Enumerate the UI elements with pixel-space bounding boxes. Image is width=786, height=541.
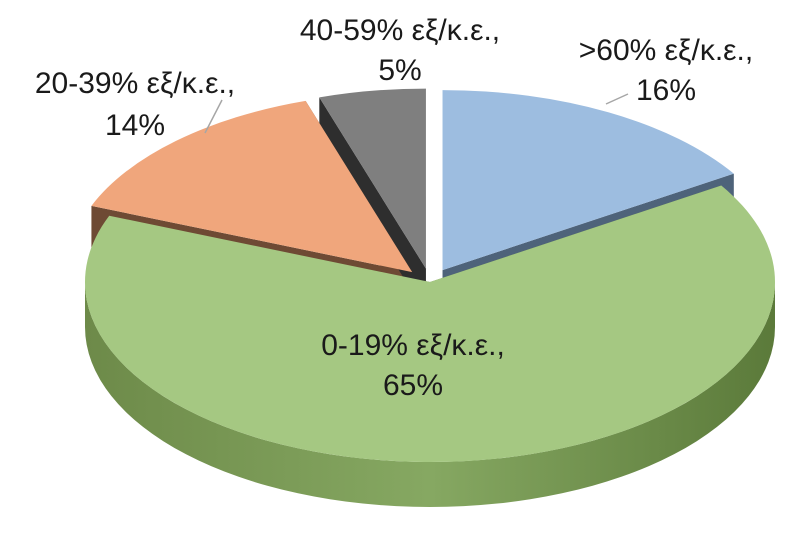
slice-40-59[interactable]: [319, 88, 426, 269]
slice-60[interactable]: [442, 90, 734, 271]
slice-label-value-0-19: 65%: [383, 369, 443, 402]
leader-line-60: [605, 93, 629, 105]
slice-label-value-60: 16%: [636, 74, 696, 107]
slice-20-39[interactable]: [91, 100, 413, 273]
slice-side-0-19: [85, 282, 775, 507]
slice-labels: >60% εξ/κ.ε., 16% 0-19% εξ/κ.ε., 65% 20-39% …: [35, 14, 753, 402]
slice-label-value-20-39: 14%: [105, 109, 165, 142]
leader-line-20-39: [204, 99, 223, 134]
slice-label-category-40-59: 40-59% εξ/κ.ε.,: [300, 14, 500, 47]
slice-label-category-0-19: 0-19% εξ/κ.ε.,: [321, 329, 505, 362]
slice-0-19[interactable]: [84, 185, 775, 462]
slice-tops: [84, 88, 775, 462]
label-leader-lines: [204, 93, 629, 134]
slice-label-value-40-59: 5%: [378, 54, 421, 87]
slice-label-category-20-39: 20-39% εξ/κ.ε.,: [35, 67, 235, 100]
slice-label-category-60: >60% εξ/κ.ε.,: [579, 34, 753, 67]
